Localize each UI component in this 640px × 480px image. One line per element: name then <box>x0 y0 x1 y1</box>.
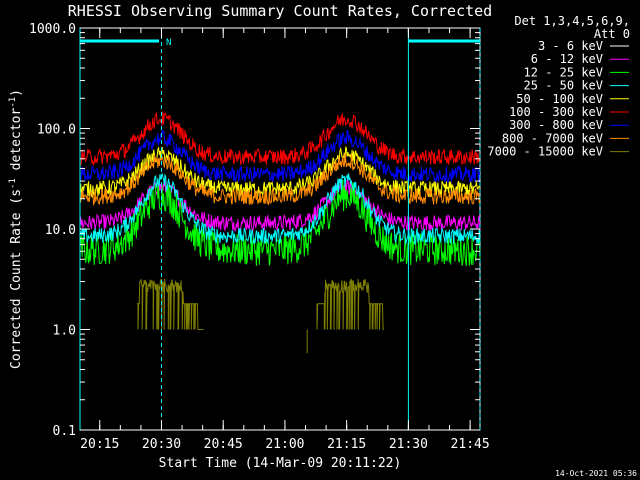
x-tick-label-2: 20:45 <box>204 437 243 452</box>
legend-label-0: 3 - 6 keV <box>538 39 603 53</box>
y-tick-label-3: 1.0 <box>53 324 76 339</box>
y-tick-label-1: 100.0 <box>37 123 76 138</box>
legend-header-2: Att 0 <box>594 27 630 41</box>
series-line-6 <box>79 129 481 184</box>
y-tick-label-2: 10.0 <box>45 223 76 238</box>
legend-label-6: 300 - 800 keV <box>509 118 603 132</box>
series-line-7 <box>79 153 481 207</box>
series-line-8 <box>136 278 384 354</box>
legend-label-5: 100 - 300 keV <box>509 105 603 119</box>
series-line-3 <box>79 173 481 246</box>
legend-label-4: 50 - 100 keV <box>516 92 603 106</box>
y-axis-label-main: Corrected Count Rate (s <box>9 189 24 369</box>
series-layer <box>79 111 481 354</box>
y-axis-label-end: ) <box>9 89 24 97</box>
x-tick-label-5: 21:30 <box>389 437 428 452</box>
y-axis-label-mid: detector <box>9 108 24 179</box>
overlay-layer: N <box>79 28 481 430</box>
legend-label-8: 7000 - 15000 keV <box>487 145 603 159</box>
x-tick-label-1: 20:30 <box>142 437 181 452</box>
footer-date: 14-Oct-2021 05:36 <box>555 469 637 478</box>
legend-label-1: 6 - 12 keV <box>531 52 603 66</box>
x-tick-label-0: 20:15 <box>80 437 119 452</box>
legend-header-1: Det 1,3,4,5,6,9, <box>514 14 630 28</box>
legend-label-3: 25 - 50 keV <box>524 79 603 93</box>
x-tick-label-6: 21:45 <box>451 437 490 452</box>
series-line-5 <box>79 111 481 167</box>
x-tick-label-3: 21:00 <box>265 437 304 452</box>
axis-layer: 1000.0 100.0 10.0 1.0 0.1 20:15 20:30 20:45 21:0… <box>29 22 490 452</box>
y-axis-label-sup2: -1 <box>8 97 18 108</box>
x-axis-label: Start Time (14-Mar-09 20:11:22) <box>159 456 402 471</box>
chart-title: RHESSI Observing Summary Count Rates, Co… <box>68 2 492 20</box>
y-tick-label-4: 0.1 <box>53 424 76 439</box>
y-axis-label-sup1: -1 <box>8 178 18 189</box>
y-tick-label-0: 1000.0 <box>29 22 76 37</box>
legend-label-2: 12 - 25 keV <box>524 65 603 79</box>
night-bar-label-0: N <box>166 38 171 48</box>
y-axis-label: Corrected Count Rate (s-1 detector-1) <box>8 89 24 369</box>
x-tick-label-4: 21:15 <box>327 437 366 452</box>
legend-label-7: 800 - 7000 keV <box>502 131 603 145</box>
